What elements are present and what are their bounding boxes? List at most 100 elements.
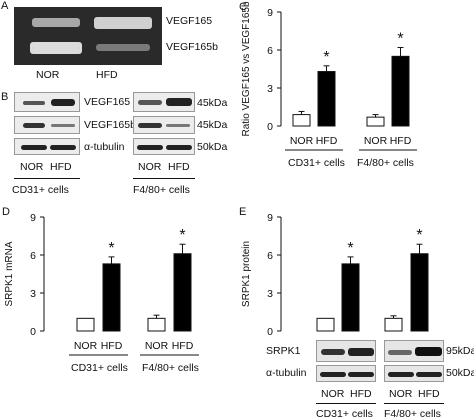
blot-band: [23, 101, 45, 105]
panel-label-b: B: [1, 91, 9, 103]
panel-label-a: A: [1, 0, 9, 12]
group-label: CD31+ cells: [316, 408, 373, 420]
significance-star: *: [416, 227, 422, 244]
y-tick-label: 3: [30, 288, 36, 300]
chart-e: E 0 3 6 9 SRPK1 protein * *: [239, 206, 429, 335]
blot-band: [51, 99, 75, 106]
blot-band: [321, 349, 345, 355]
y-axis-label: SRPK1 mRNA: [4, 241, 15, 306]
lane-label: HFD: [350, 388, 372, 400]
blot-strip: [14, 138, 80, 155]
blot-band: [320, 372, 346, 377]
y-axis-label: SRPK1 protein: [241, 241, 252, 307]
blot-band: [166, 145, 192, 150]
y-tick-label: 0: [30, 326, 36, 338]
lane-label: NOR: [138, 161, 162, 173]
y-tick-label: 9: [267, 212, 273, 224]
group-label: F4/80+ cells: [133, 184, 190, 196]
y-tick-label: 6: [30, 250, 36, 262]
bar: [173, 253, 192, 332]
blot-band: [23, 123, 45, 128]
y-tick-label: 3: [267, 288, 273, 300]
blot-band: [388, 372, 414, 377]
group-underline: [133, 178, 195, 179]
y-tick-label: 9: [30, 212, 36, 224]
size-label: 50kDa: [446, 367, 474, 379]
blot-label-tubulin: α-tubulin: [84, 141, 125, 153]
blot-label-vegf165b: VEGF165b: [84, 119, 136, 131]
group-label: F4/80+ cells: [384, 408, 441, 420]
significance-star: *: [347, 240, 353, 257]
gel-image: [14, 7, 162, 65]
panel-label: E: [239, 206, 246, 218]
group-label: F4/80+ cells: [142, 362, 199, 374]
blot-band: [166, 98, 192, 106]
blot-band: [21, 145, 47, 150]
gel-band: [96, 44, 150, 51]
bar: [384, 317, 403, 332]
bar: [102, 263, 121, 332]
category-label: HFD: [172, 340, 194, 352]
size-label: 50kDa: [197, 141, 228, 153]
category-label: HFD: [101, 340, 123, 352]
bar: [391, 55, 410, 127]
group-label: F4/80+ cells: [357, 157, 414, 169]
y-tick-label: 0: [267, 121, 273, 133]
significance-star: *: [397, 30, 403, 47]
blot-strip: [316, 365, 376, 382]
lane-label: HFD: [50, 161, 72, 173]
gel-band: [94, 17, 152, 29]
blot-strip: [316, 340, 376, 362]
group-underline: [384, 403, 444, 404]
group-label: CD31+ cells: [288, 157, 345, 169]
blot-label-tubulin: α-tubulin: [266, 367, 307, 379]
blot-band: [416, 372, 442, 377]
bar: [341, 263, 360, 332]
category-label: NOR: [364, 135, 388, 147]
blot-label-vegf165: VEGF165: [84, 96, 131, 108]
bar: [316, 317, 335, 332]
bar: [76, 317, 95, 332]
category-label: NOR: [74, 340, 98, 352]
category-label: HFD: [390, 135, 412, 147]
y-tick-label: 3: [267, 83, 273, 95]
gel-label-vegf165b: VEGF165b: [166, 41, 218, 53]
gel-band: [30, 42, 82, 54]
y-tick-label: 6: [267, 250, 273, 262]
y-tick-label: 9: [267, 7, 273, 19]
blot-band: [388, 350, 412, 355]
blot-band: [138, 100, 162, 105]
blot-strip: [14, 92, 80, 112]
blot-band: [415, 347, 442, 356]
blot-label-srpk1: SRPK1: [266, 345, 301, 357]
lane-label: HFD: [418, 388, 440, 400]
blot-band: [166, 124, 190, 127]
size-label: 95kDa: [446, 345, 474, 357]
y-tick-label: 0: [267, 326, 273, 335]
category-label: NOR: [145, 340, 169, 352]
y-axis-label: Ratio VEGF165 vs VEGF165b: [241, 1, 252, 137]
bar: [292, 114, 311, 127]
gel-band: [32, 18, 80, 27]
group-label: CD31+ cells: [12, 184, 69, 196]
category-label: NOR: [290, 135, 314, 147]
lane-label: HFD: [168, 161, 190, 173]
bar: [317, 71, 336, 127]
blot-band: [51, 124, 75, 127]
significance-star: *: [108, 240, 114, 257]
group-label: CD31+ cells: [71, 362, 128, 374]
significance-star: *: [323, 49, 329, 66]
group-underline: [316, 403, 376, 404]
group-underline: [14, 178, 80, 179]
lane-label: NOR: [389, 388, 413, 400]
panel-label: D: [2, 206, 10, 218]
blot-band: [348, 372, 374, 377]
panel-label: C: [239, 1, 247, 13]
significance-star: *: [179, 227, 185, 244]
size-label: 45kDa: [197, 119, 228, 131]
lane-label: NOR: [321, 388, 345, 400]
blot-strip: [14, 116, 80, 134]
size-label: 45kDa: [197, 97, 228, 109]
blot-strip: [133, 116, 195, 134]
